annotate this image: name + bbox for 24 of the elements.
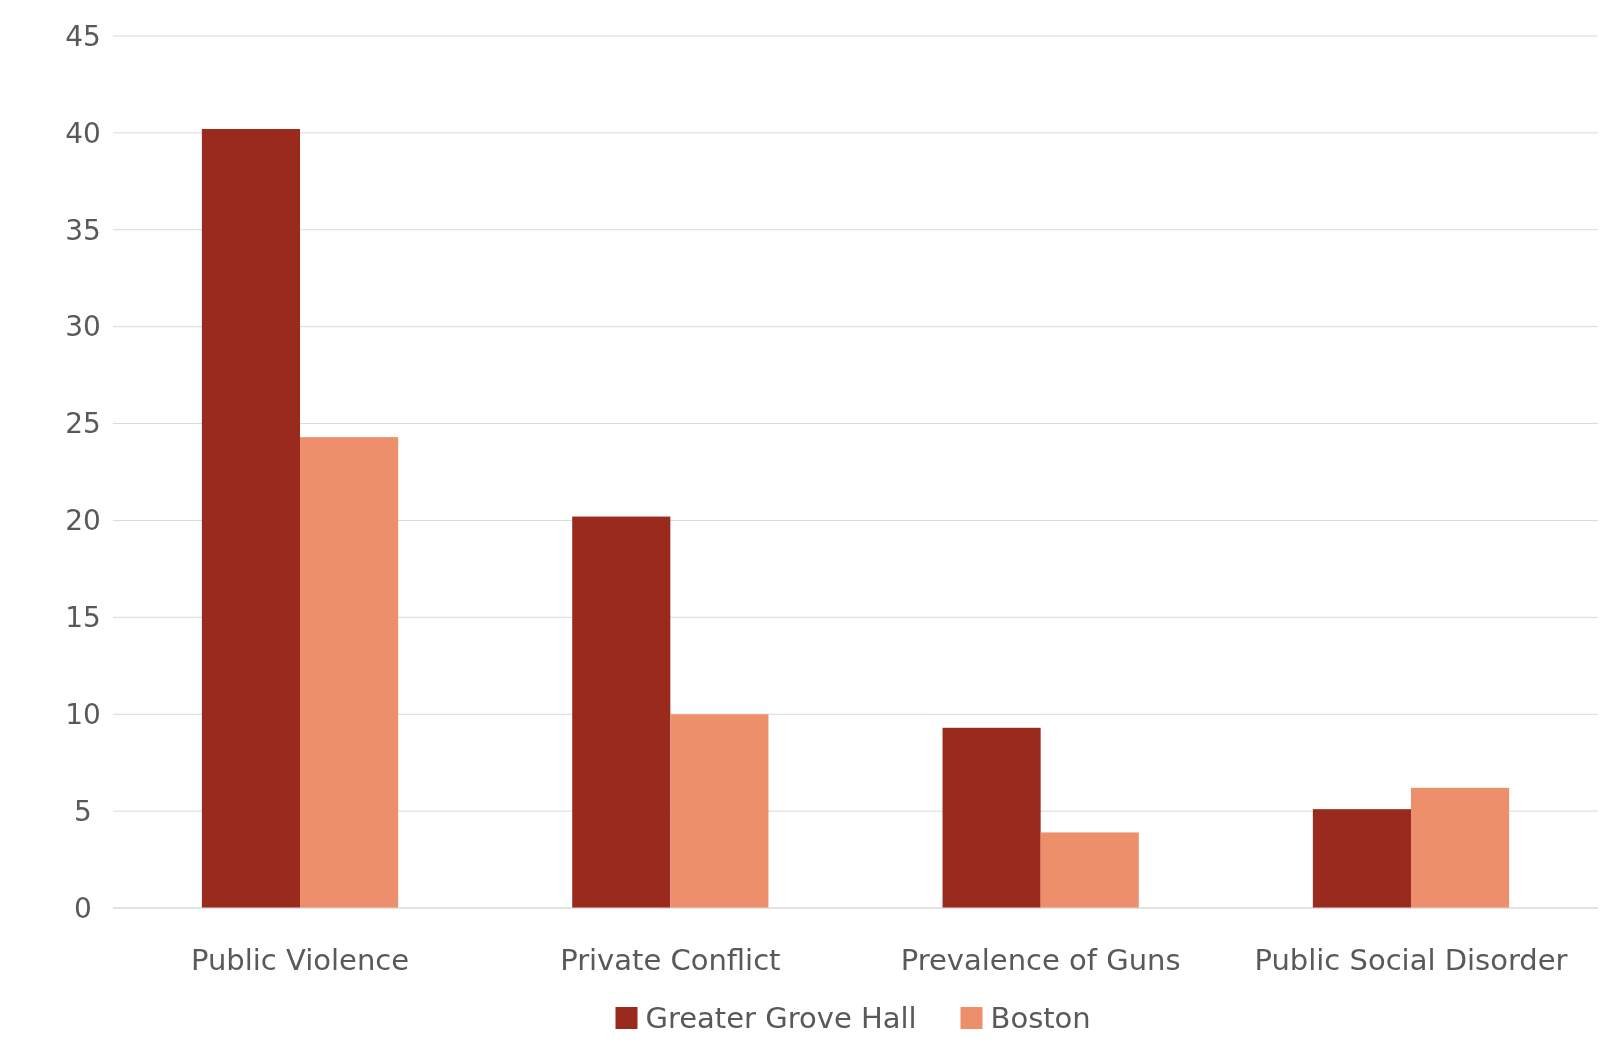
- y-tick-label: 15: [65, 601, 101, 635]
- y-tick-label: 30: [65, 310, 101, 344]
- y-tick-label: 5: [74, 794, 92, 828]
- x-tick-label: Private Conflict: [560, 943, 781, 977]
- y-tick-label: 0: [74, 891, 92, 925]
- bar: [670, 714, 769, 908]
- y-tick-label: 45: [65, 19, 101, 53]
- bar: [201, 129, 301, 908]
- bar: [1312, 809, 1411, 908]
- x-tick-label: Public Violence: [190, 943, 410, 977]
- y-tick-label: 35: [65, 213, 101, 247]
- bar: [942, 727, 1041, 908]
- legend-label: Boston: [990, 1001, 1091, 1036]
- y-tick-label: 25: [65, 407, 101, 441]
- x-tick-label: Public Social Disorder: [1254, 943, 1568, 977]
- bar: [1040, 832, 1139, 908]
- bar: [572, 516, 671, 908]
- legend-label: Greater Grove Hall: [645, 1001, 917, 1036]
- y-tick-label: 10: [65, 698, 101, 732]
- bar: [1410, 787, 1510, 908]
- y-tick-label: 40: [65, 116, 101, 150]
- y-tick-label: 20: [65, 504, 101, 538]
- x-tick-label: Prevalence of Guns: [900, 943, 1181, 977]
- bar: [300, 437, 399, 908]
